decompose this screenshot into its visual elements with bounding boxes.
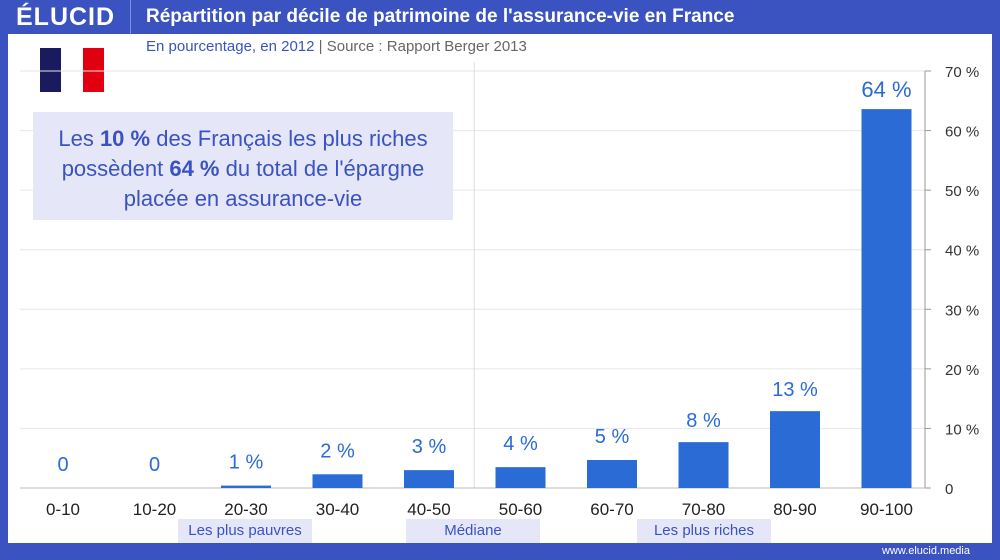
bar bbox=[678, 442, 729, 488]
header: ÉLUCID Répartition par décile de patrimo… bbox=[0, 0, 1000, 34]
data-label: 0 bbox=[57, 454, 68, 476]
bar bbox=[587, 460, 637, 488]
divider bbox=[130, 0, 131, 34]
x-tick-label: 80-90 bbox=[773, 500, 816, 519]
y-tick-label: 60 % bbox=[945, 124, 979, 141]
data-label: 64 % bbox=[861, 77, 911, 102]
x-tick-label: 90-100 bbox=[860, 500, 913, 519]
x-tick-label: 60-70 bbox=[590, 500, 633, 519]
bar bbox=[861, 109, 912, 488]
y-tick-label: 0 bbox=[945, 481, 953, 498]
x-tick-label: 20-30 bbox=[224, 500, 267, 519]
y-tick-label: 70 % bbox=[945, 64, 979, 81]
annot-text: possèdent bbox=[61, 156, 170, 181]
x-tick-label: 50-60 bbox=[499, 500, 542, 519]
data-label: 8 % bbox=[686, 410, 721, 432]
data-label: 13 % bbox=[772, 379, 818, 401]
data-label: 2 % bbox=[320, 440, 355, 462]
annot-bold: 64 % bbox=[169, 156, 220, 181]
y-tick-label: 10 % bbox=[945, 421, 979, 438]
subtitle: En pourcentage, en 2012 | Source : Rappo… bbox=[146, 38, 527, 55]
bar bbox=[770, 411, 820, 488]
tag-median: Médiane bbox=[406, 519, 540, 543]
data-label: 3 % bbox=[412, 436, 447, 458]
y-tick-label: 40 % bbox=[945, 243, 979, 260]
annot-text: placée en assurance-vie bbox=[123, 186, 363, 211]
annot-bold: 10 % bbox=[99, 126, 151, 151]
y-tick-label: 30 % bbox=[945, 302, 979, 319]
y-tick-label: 50 % bbox=[945, 183, 979, 200]
annot-text: du total de l'épargne bbox=[219, 156, 425, 181]
source: Source : Rapport Berger 2013 bbox=[326, 38, 527, 55]
tag-poorest: Les plus pauvres bbox=[178, 519, 312, 543]
bar bbox=[404, 470, 454, 488]
bar bbox=[495, 467, 546, 488]
x-tick-label: 70-80 bbox=[682, 500, 725, 519]
tag-richest: Les plus riches bbox=[637, 519, 771, 543]
annot-text: Les bbox=[58, 126, 100, 151]
data-label: 5 % bbox=[595, 426, 630, 448]
x-tick-label: 0-10 bbox=[46, 500, 80, 519]
annot-text: des Français les plus riches bbox=[150, 126, 428, 151]
france-flag-icon bbox=[40, 48, 104, 92]
data-label: 0 bbox=[149, 454, 160, 476]
annotation-box: Les 10 % des Français les plus riches po… bbox=[33, 112, 453, 220]
x-tick-label: 30-40 bbox=[316, 500, 359, 519]
bar bbox=[312, 474, 363, 488]
x-tick-label: 40-50 bbox=[407, 500, 450, 519]
data-label: 4 % bbox=[503, 433, 538, 455]
chart-title: Répartition par décile de patrimoine de … bbox=[146, 6, 735, 27]
data-label: 1 % bbox=[229, 452, 264, 474]
bar bbox=[221, 485, 271, 488]
x-tick-label: 10-20 bbox=[133, 500, 176, 519]
y-tick-label: 20 % bbox=[945, 362, 979, 379]
subtitle-separator: | bbox=[318, 38, 323, 55]
subtitle-text: En pourcentage, en 2012 bbox=[146, 38, 315, 55]
footer-url: www.elucid.media bbox=[881, 545, 970, 557]
logo: ÉLUCID bbox=[16, 3, 116, 31]
